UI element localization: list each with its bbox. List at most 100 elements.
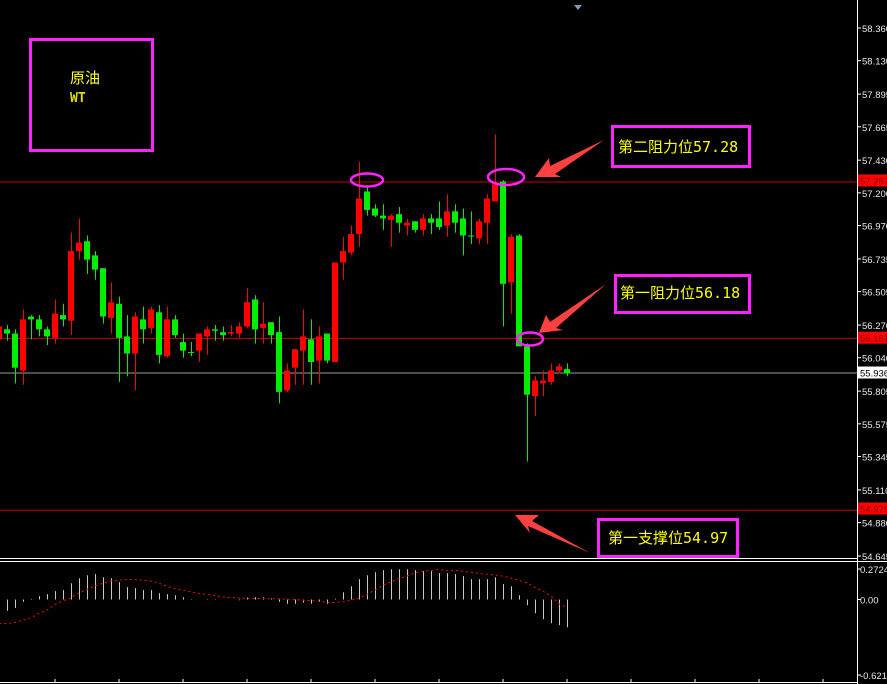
candle-body — [356, 198, 362, 235]
candle-body — [564, 369, 570, 374]
candle-body — [388, 215, 394, 220]
annotation-box-resistance-1 — [614, 274, 751, 314]
y-tick-label: 56.040 — [862, 354, 887, 365]
candle-body — [348, 234, 354, 253]
candle-body — [92, 255, 98, 270]
candle-body — [532, 380, 538, 397]
arrow-icon — [535, 140, 604, 177]
candle-body — [244, 302, 250, 327]
candle-body — [180, 342, 186, 351]
candle-body — [196, 333, 202, 351]
candle-body — [548, 370, 554, 382]
candle-body — [228, 332, 234, 334]
price-tag — [858, 366, 887, 379]
price-tag-label: 54.979 — [860, 505, 887, 516]
annotation-label-resistance-2: 第二阻力位57.28 — [618, 138, 739, 156]
price-tag — [858, 174, 887, 187]
candle-body — [412, 221, 418, 230]
highlight-ellipse — [486, 167, 526, 187]
highlight-ellipse — [349, 172, 385, 188]
candle-body — [468, 235, 474, 237]
candle-body — [44, 329, 50, 337]
candle-body — [76, 242, 82, 252]
candle-body — [252, 299, 258, 330]
candle-body — [20, 319, 26, 371]
candle-body — [260, 323, 266, 328]
candle-body — [172, 319, 178, 335]
macd-y-tick-label: 0.2724 — [860, 565, 887, 576]
y-tick-label: 55.110 — [862, 486, 887, 497]
candle-body — [116, 303, 122, 338]
candle-body — [556, 366, 562, 371]
y-tick-label: 58.130 — [862, 57, 887, 68]
arrow-icon — [539, 284, 606, 333]
candle-body — [36, 319, 42, 330]
candle-body — [316, 336, 322, 361]
symbol-box — [29, 38, 154, 152]
y-tick-label: 54.645 — [862, 552, 887, 563]
macd-y-tick-label: 0.00 — [860, 596, 879, 607]
y-tick-label: 56.505 — [862, 288, 887, 299]
candle-body — [60, 315, 66, 320]
candle-body — [292, 349, 298, 368]
price-tag-label: 56.181 — [860, 334, 887, 345]
y-tick-label: 54.880 — [862, 519, 887, 530]
candle-body — [124, 336, 130, 354]
candle-body — [212, 329, 218, 331]
y-tick-label: 56.735 — [862, 255, 887, 266]
candle-body — [420, 218, 426, 230]
candle-body — [500, 181, 506, 284]
symbol-name: 原油 — [70, 69, 101, 87]
macd-y-tick-label: -0.6217 — [860, 671, 887, 682]
candle-body — [404, 222, 410, 226]
candle-body — [300, 336, 306, 351]
arrow-icon — [515, 515, 590, 553]
macd-signal-line — [0, 568, 568, 625]
candle-body — [284, 370, 290, 391]
candle-body — [148, 309, 154, 328]
annotation-label-resistance-1: 第一阻力位56.18 — [620, 284, 741, 302]
y-tick-label: 56.270 — [862, 321, 887, 332]
price-tag-label: 57.287 — [860, 177, 887, 188]
candle-body — [68, 251, 74, 321]
annotation-box-resistance-2 — [611, 125, 751, 168]
candle-body — [476, 221, 482, 239]
candle-body — [164, 319, 170, 357]
candle-body — [428, 218, 434, 223]
candle-body — [132, 316, 138, 354]
candle-body — [452, 211, 458, 223]
y-tick-label: 55.805 — [862, 387, 887, 398]
candle-body — [204, 329, 210, 337]
y-tick-label: 55.345 — [862, 453, 887, 464]
candle-body — [332, 262, 338, 362]
candle-body — [444, 211, 450, 226]
annotation-box-support-1 — [597, 518, 739, 558]
candle-body — [508, 236, 514, 283]
candle-body — [12, 333, 18, 368]
candle-body — [108, 302, 114, 318]
chart-shift-marker-icon — [574, 5, 582, 10]
candle-body — [340, 251, 346, 263]
candle-body — [236, 326, 242, 334]
candle-body — [0, 326, 2, 340]
candle-body — [524, 346, 530, 395]
candle-body — [540, 380, 546, 384]
candle-body — [276, 332, 282, 392]
candle-body — [380, 215, 386, 219]
candle-body — [220, 332, 226, 335]
candle-body — [28, 316, 34, 320]
price-tag — [858, 331, 887, 344]
candle-body — [188, 352, 194, 354]
y-tick-label: 57.200 — [862, 189, 887, 200]
candle-body — [156, 312, 162, 355]
y-tick-label: 57.665 — [862, 123, 887, 134]
price-tag — [858, 502, 887, 515]
candle-body — [84, 241, 90, 260]
candle-body — [100, 268, 106, 317]
y-tick-label: 56.970 — [862, 222, 887, 233]
symbol-code: WT — [70, 91, 86, 106]
candle-body — [460, 218, 466, 236]
y-tick-label: 55.575 — [862, 420, 887, 431]
candle-body — [372, 208, 378, 216]
